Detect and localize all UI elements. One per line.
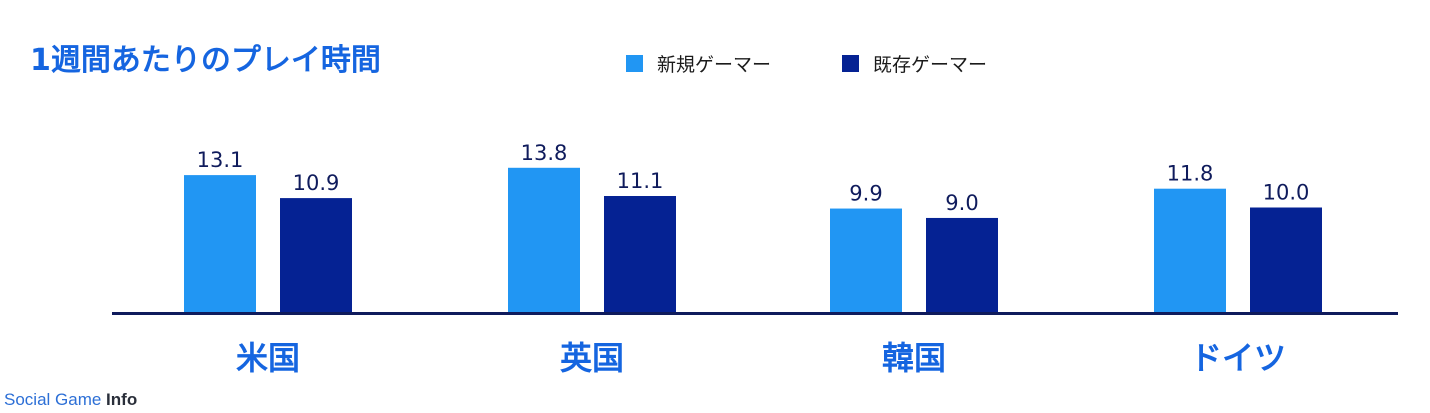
value-label-4-1: 11.8 (1167, 162, 1214, 186)
bar-4-2 (1250, 207, 1322, 312)
category-label-1: 米国 (236, 339, 300, 377)
value-label-2-2: 11.1 (617, 169, 664, 193)
value-label-1-2: 10.9 (293, 171, 340, 195)
value-label-3-2: 9.0 (945, 191, 978, 215)
bars (184, 167, 1322, 312)
bar-3-2 (926, 217, 998, 312)
value-label-1-1: 13.1 (197, 148, 244, 172)
category-label-4: ドイツ (1190, 339, 1286, 377)
legend: 新規ゲーマー 既存ゲーマー (626, 54, 987, 76)
value-labels: 13.1 10.9 13.8 11.1 9.9 9.0 11.8 10.0 (197, 141, 1310, 215)
watermark-light-text: Social Game (4, 390, 107, 409)
bar-1-2 (280, 198, 352, 312)
watermark: Social Game Info (4, 390, 137, 410)
bar-3-1 (830, 208, 902, 312)
legend-swatch-2 (842, 55, 859, 72)
value-label-3-1: 9.9 (849, 182, 882, 206)
legend-label-2: 既存ゲーマー (873, 54, 987, 76)
bar-2-1 (508, 167, 580, 312)
value-label-4-2: 10.0 (1263, 181, 1310, 205)
watermark-bold-text: Info (106, 390, 138, 409)
chart-title: 1週間あたりのプレイ時間 (30, 43, 381, 78)
value-label-2-1: 13.8 (521, 141, 568, 165)
bar-1-1 (184, 175, 256, 312)
legend-swatch-1 (626, 55, 643, 72)
bar-2-2 (604, 196, 676, 312)
category-label-3: 韓国 (882, 339, 946, 377)
legend-label-1: 新規ゲーマー (657, 54, 771, 76)
category-labels: 米国 英国 韓国 ドイツ (236, 339, 1286, 377)
category-label-2: 英国 (560, 339, 624, 377)
bar-4-1 (1154, 188, 1226, 312)
